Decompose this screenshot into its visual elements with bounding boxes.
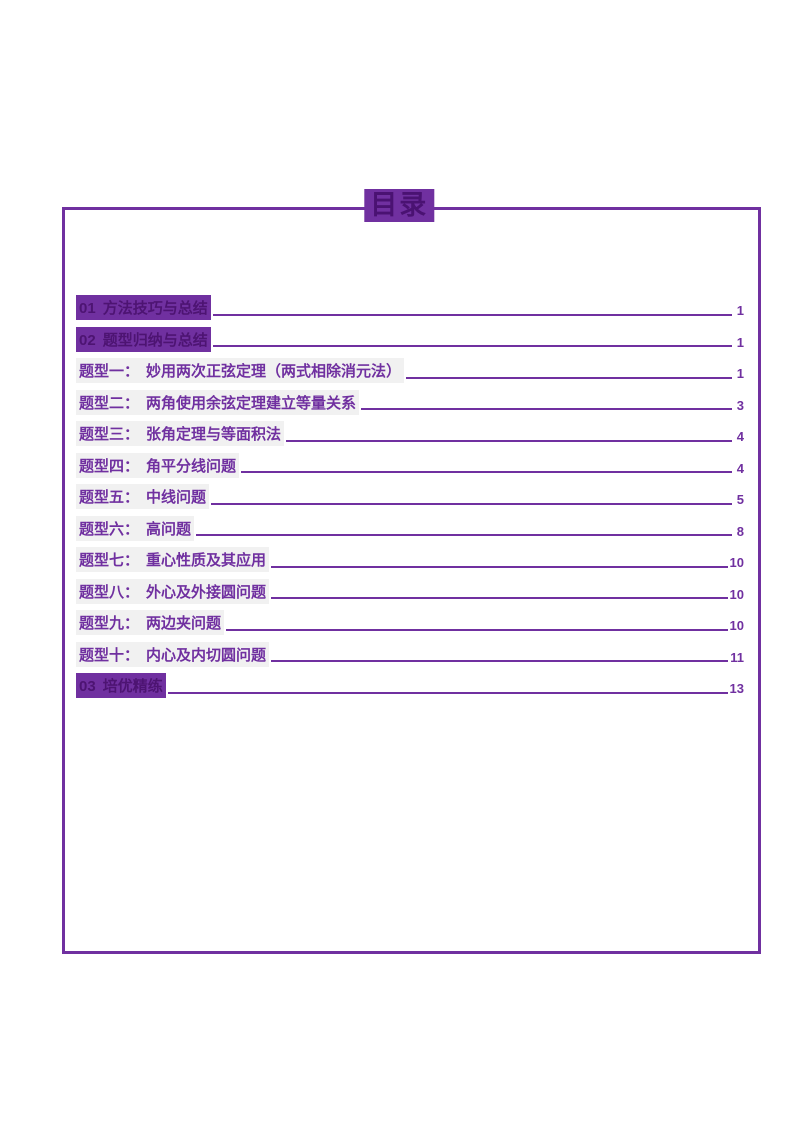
toc-leader-line — [241, 471, 732, 474]
toc-entry-label: 题型一： — [79, 363, 140, 381]
toc-entry-label: 01 — [79, 300, 96, 318]
page-title: 目录 — [364, 189, 435, 222]
toc-leader-line — [406, 376, 732, 379]
toc-leader-line — [286, 439, 732, 442]
toc-entry: 题型十： 内心及内切圆问题 11 — [76, 639, 744, 671]
toc-entry-label: 题型七： — [79, 552, 140, 570]
toc-page-number: 4 — [736, 429, 744, 445]
toc-entry-text: 题型九： 两边夹问题 — [76, 610, 225, 636]
toc-entry-title: 角平分线问题 — [146, 457, 237, 475]
toc-entry-label: 题型二： — [79, 394, 140, 412]
toc-page-number: 4 — [736, 460, 744, 476]
toc-entry-label: 题型九： — [79, 615, 140, 633]
toc-entry: 题型二： 两角使用余弦定理建立等量关系 3 — [76, 387, 744, 419]
toc-entry-text: 02 题型归纳与总结 — [76, 326, 211, 352]
toc-entry-text: 题型六： 高问题 — [76, 515, 195, 541]
toc-entry-text: 题型三： 张角定理与等面积法 — [76, 421, 285, 447]
toc-entry-label: 题型五： — [79, 489, 140, 507]
toc-leader-line — [196, 534, 732, 537]
toc-entry-title: 两边夹问题 — [146, 615, 222, 633]
toc-page-number: 3 — [736, 397, 744, 413]
toc-leader-line — [271, 660, 729, 663]
toc-entry-title: 重心性质及其应用 — [146, 552, 267, 570]
toc-page-number: 1 — [736, 303, 744, 319]
toc-page-number: 8 — [736, 523, 744, 539]
toc-entry: 题型一： 妙用两次正弦定理（两式相除消元法） 1 — [76, 355, 744, 387]
toc-entry-label: 题型六： — [79, 520, 140, 538]
toc-entry-text: 03 培优精练 — [76, 673, 166, 699]
toc-page-number: 13 — [729, 681, 744, 697]
toc-entry-text: 题型十： 内心及内切圆问题 — [76, 641, 270, 667]
toc-entry: 03 培优精练 13 — [76, 670, 744, 702]
toc-entry-text: 题型一： 妙用两次正弦定理（两式相除消元法） — [76, 358, 405, 384]
toc-leader-line — [212, 313, 732, 316]
toc-leader-line — [271, 597, 728, 600]
toc-entry-label: 题型三： — [79, 426, 140, 444]
toc-entry-text: 题型二： 两角使用余弦定理建立等量关系 — [76, 389, 360, 415]
toc-leader-line — [211, 502, 732, 505]
toc-entry-text: 题型八： 外心及外接圆问题 — [76, 578, 270, 604]
toc-page-number: 1 — [736, 334, 744, 350]
toc-page-number: 10 — [729, 586, 744, 602]
toc-entry-label: 02 — [79, 331, 96, 349]
toc-entry-title: 中线问题 — [146, 489, 207, 507]
toc-entry-title: 高问题 — [146, 520, 192, 538]
toc-entry-title: 培优精练 — [102, 678, 163, 696]
toc-entry-label: 题型八： — [79, 583, 140, 601]
toc-entry-text: 题型七： 重心性质及其应用 — [76, 547, 270, 573]
toc-page-number: 1 — [736, 366, 744, 382]
toc-entry-label: 题型四： — [79, 457, 140, 475]
toc-page-number: 11 — [730, 649, 744, 665]
toc-entry-title: 妙用两次正弦定理（两式相除消元法） — [146, 363, 402, 381]
toc-entry-label: 03 — [79, 678, 96, 696]
toc-entry: 02 题型归纳与总结 1 — [76, 324, 744, 356]
toc-entry-title: 外心及外接圆问题 — [146, 583, 267, 601]
toc-entry: 题型九： 两边夹问题 10 — [76, 607, 744, 639]
toc-leader-line — [226, 628, 728, 631]
toc-page-number: 5 — [736, 492, 744, 508]
toc-entry: 题型五： 中线问题 5 — [76, 481, 744, 513]
toc-entry-title: 内心及内切圆问题 — [146, 646, 267, 664]
toc-entry: 题型六： 高问题 8 — [76, 513, 744, 545]
toc-page-number: 10 — [729, 555, 744, 571]
toc-entry-text: 题型五： 中线问题 — [76, 484, 210, 510]
toc-entry: 题型七： 重心性质及其应用 10 — [76, 544, 744, 576]
toc-entry-text: 01 方法技巧与总结 — [76, 295, 211, 321]
table-of-contents: 01 方法技巧与总结 1 02 题型归纳与总结 1 题型一： 妙用两次正弦定理（… — [76, 292, 744, 702]
toc-page-number: 10 — [729, 618, 744, 634]
toc-leader-line — [361, 408, 732, 411]
toc-entry-label: 题型十： — [79, 646, 140, 664]
toc-entry-title: 方法技巧与总结 — [102, 300, 208, 318]
toc-leader-line — [212, 345, 732, 348]
toc-leader-line — [167, 691, 728, 694]
toc-entry: 题型四： 角平分线问题 4 — [76, 450, 744, 482]
toc-entry-title: 张角定理与等面积法 — [146, 426, 282, 444]
toc-entry-title: 两角使用余弦定理建立等量关系 — [146, 394, 357, 412]
toc-entry-title: 题型归纳与总结 — [102, 331, 208, 349]
toc-entry: 01 方法技巧与总结 1 — [76, 292, 744, 324]
toc-entry: 题型三： 张角定理与等面积法 4 — [76, 418, 744, 450]
toc-entry: 题型八： 外心及外接圆问题 10 — [76, 576, 744, 608]
toc-leader-line — [271, 565, 728, 568]
toc-entry-text: 题型四： 角平分线问题 — [76, 452, 240, 478]
